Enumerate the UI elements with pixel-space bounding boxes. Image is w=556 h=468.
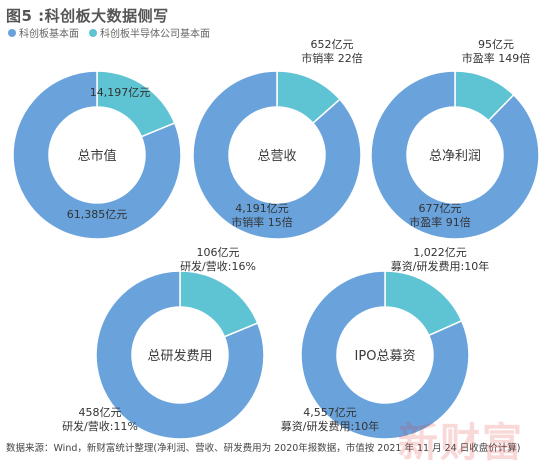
- legend-swatch-semi: [89, 28, 97, 37]
- legend: 科创板基本面 科创板半导体公司基本面: [8, 25, 210, 40]
- legend-item-semi: 科创板半导体公司基本面: [89, 25, 210, 40]
- watermark: 新财富: [398, 419, 524, 466]
- chart-title: 图5 :科创板大数据侧写: [6, 7, 169, 25]
- donut-1-main-value: 4,191亿元: [235, 202, 289, 215]
- donut-1-center-label: 总营收: [257, 149, 296, 164]
- donut-1-semi-note: 市销率 22倍: [301, 51, 363, 65]
- donut-4-semi-value: 1,022亿元: [413, 246, 467, 259]
- donut-4-main-note: 募资/研发费用:10年: [281, 419, 379, 433]
- donut-4-hole: [337, 307, 433, 403]
- donut-2-main-value: 677亿元: [419, 202, 462, 215]
- donut-1-main-note: 市销率 15倍: [231, 215, 293, 229]
- donut-2-hole: [407, 107, 503, 203]
- donut-0-semi-value: 14,197亿元: [90, 86, 151, 99]
- donut-0-hole: [49, 107, 145, 203]
- donut-4-main-value: 4,557亿元: [303, 406, 357, 419]
- donut-3-semi-note: 研发/营收:16%: [180, 259, 256, 273]
- legend-label-semi: 科创板半导体公司基本面: [100, 29, 210, 40]
- legend-label-main: 科创板基本面: [19, 29, 79, 40]
- donut-1-semi-value: 652亿元: [311, 38, 354, 51]
- donut-3-main-note: 研发/营收:11%: [62, 419, 138, 433]
- donut-3-hole: [132, 307, 228, 403]
- donut-3-main-value: 458亿元: [79, 406, 122, 419]
- donut-3-center-label: 总研发费用: [147, 348, 212, 364]
- legend-swatch-main: [8, 28, 16, 37]
- donut-2-semi-value: 95亿元: [478, 38, 514, 51]
- legend-item-main: 科创板基本面: [8, 25, 79, 40]
- donut-0-main-value: 61,385亿元: [67, 208, 128, 221]
- donut-2-main-note: 市盈率 91倍: [409, 215, 471, 229]
- donut-3-semi-value: 106亿元: [197, 246, 240, 259]
- donut-4-semi-note: 募资/研发费用:10年: [391, 259, 489, 273]
- donut-1-hole: [229, 107, 325, 203]
- source-note: 数据来源：Wind，新财富统计整理(净利润、营收、研发费用为 2020年报数据，…: [6, 443, 521, 454]
- donut-2-semi-note: 市盈率 149倍: [462, 51, 531, 65]
- donut-2-center-label: 总净利润: [429, 149, 481, 164]
- donut-4-center-label: IPO总募资: [355, 349, 416, 364]
- donut-0-center-label: 总市值: [77, 148, 116, 164]
